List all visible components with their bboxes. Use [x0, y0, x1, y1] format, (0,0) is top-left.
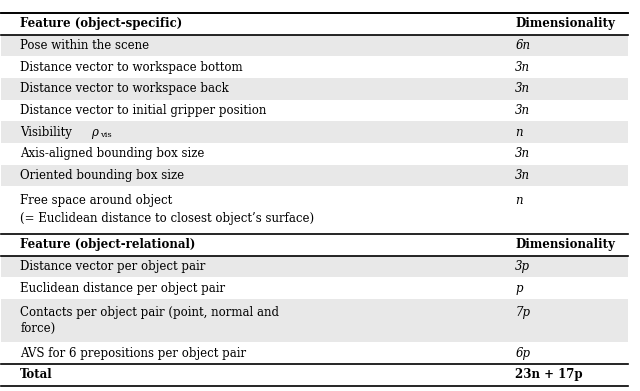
FancyBboxPatch shape — [1, 78, 628, 100]
Text: Oriented bounding box size: Oriented bounding box size — [20, 169, 184, 182]
Text: 3n: 3n — [515, 83, 531, 95]
Text: Dimensionality: Dimensionality — [515, 239, 615, 251]
Text: 7p: 7p — [515, 305, 530, 319]
FancyBboxPatch shape — [1, 364, 628, 386]
Text: p: p — [515, 282, 523, 295]
Text: Feature (object-relational): Feature (object-relational) — [20, 239, 196, 251]
FancyBboxPatch shape — [1, 277, 628, 299]
Text: Distance vector to workspace bottom: Distance vector to workspace bottom — [20, 61, 243, 74]
Text: ρ: ρ — [91, 126, 98, 139]
Text: vis: vis — [100, 131, 112, 139]
Text: Distance vector to workspace back: Distance vector to workspace back — [20, 83, 229, 95]
Text: Pose within the scene: Pose within the scene — [20, 39, 149, 52]
Text: Contacts per object pair (point, normal and: Contacts per object pair (point, normal … — [20, 305, 279, 319]
FancyBboxPatch shape — [1, 299, 628, 343]
FancyBboxPatch shape — [1, 187, 628, 234]
Text: Euclidean distance per object pair: Euclidean distance per object pair — [20, 282, 225, 295]
Text: Visibility: Visibility — [20, 126, 76, 139]
FancyBboxPatch shape — [1, 343, 628, 364]
Text: force): force) — [20, 322, 56, 335]
FancyBboxPatch shape — [1, 165, 628, 187]
FancyBboxPatch shape — [1, 121, 628, 143]
Text: 3n: 3n — [515, 104, 531, 117]
Text: AVS for 6 prepositions per object pair: AVS for 6 prepositions per object pair — [20, 347, 246, 360]
Text: Free space around object: Free space around object — [20, 194, 172, 207]
Text: Axis-aligned bounding box size: Axis-aligned bounding box size — [20, 147, 205, 160]
Text: Distance vector to initial gripper position: Distance vector to initial gripper posit… — [20, 104, 267, 117]
FancyBboxPatch shape — [1, 13, 628, 35]
FancyBboxPatch shape — [1, 35, 628, 56]
FancyBboxPatch shape — [1, 56, 628, 78]
Text: Distance vector per object pair: Distance vector per object pair — [20, 260, 205, 273]
Text: Feature (object-specific): Feature (object-specific) — [20, 17, 182, 30]
Text: n: n — [515, 194, 523, 207]
Text: 3p: 3p — [515, 260, 530, 273]
FancyBboxPatch shape — [1, 234, 628, 256]
Text: n: n — [515, 126, 523, 139]
Text: Total: Total — [20, 368, 53, 381]
FancyBboxPatch shape — [1, 143, 628, 165]
FancyBboxPatch shape — [1, 100, 628, 121]
Text: 3n: 3n — [515, 169, 531, 182]
Text: 23n + 17p: 23n + 17p — [515, 368, 583, 381]
Text: 6p: 6p — [515, 347, 530, 360]
Text: (= Euclidean distance to closest object’s surface): (= Euclidean distance to closest object’… — [20, 212, 314, 225]
FancyBboxPatch shape — [1, 256, 628, 277]
Text: 3n: 3n — [515, 147, 531, 160]
Text: 3n: 3n — [515, 61, 531, 74]
Text: 6n: 6n — [515, 39, 531, 52]
Text: Dimensionality: Dimensionality — [515, 17, 615, 30]
